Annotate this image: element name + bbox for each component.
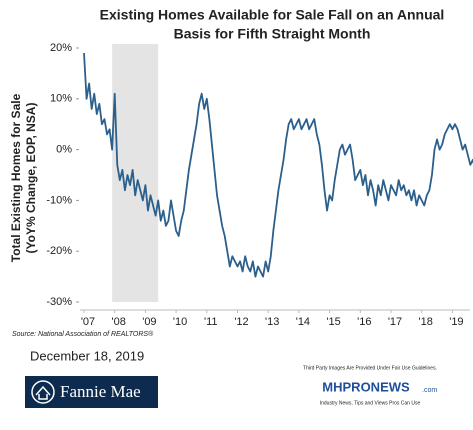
x-tick-label: '12 bbox=[234, 316, 248, 328]
chart-title: Basis for Fifth Straight Month bbox=[174, 26, 371, 42]
x-tick-label: '13 bbox=[265, 316, 279, 328]
y-tick-label: -20% bbox=[46, 245, 72, 257]
watermark-domain: .com bbox=[422, 387, 437, 394]
recession-shade bbox=[112, 44, 159, 302]
x-tick-label: '10 bbox=[173, 316, 187, 328]
y-tick-label: -30% bbox=[46, 296, 72, 308]
y-axis-label: (YoY% Change, EOP, NSA) bbox=[24, 103, 38, 254]
y-axis-label: Total Existing Homes for Sale bbox=[9, 93, 23, 262]
x-tick-label: '19 bbox=[449, 316, 463, 328]
x-tick-label: '11 bbox=[204, 316, 218, 328]
y-tick-label: 20% bbox=[50, 42, 72, 54]
watermark: Third Party Images Are Provided Under Fa… bbox=[303, 365, 437, 406]
fannie-mae-logo: Fannie Mae bbox=[25, 376, 158, 408]
x-tick-label: '17 bbox=[388, 316, 402, 328]
chart-title: Existing Homes Available for Sale Fall o… bbox=[100, 7, 445, 23]
watermark-tagline: Industry News, Tips and Views Pros Can U… bbox=[320, 400, 421, 406]
x-tick-label: '14 bbox=[296, 316, 310, 328]
x-tick-label: '08 bbox=[112, 316, 126, 328]
logo-house bbox=[35, 385, 51, 400]
y-tick-label: 10% bbox=[50, 93, 72, 105]
source: Source: National Association of REALTORS… bbox=[12, 330, 154, 338]
x-tick-label: '09 bbox=[142, 316, 156, 328]
y-tick-label: -10% bbox=[46, 194, 72, 206]
logo-text: Fannie Mae bbox=[60, 382, 141, 401]
x-tick-label: '07 bbox=[81, 316, 95, 328]
watermark-note: Third Party Images Are Provided Under Fa… bbox=[303, 365, 437, 371]
date: December 18, 2019 bbox=[30, 348, 144, 363]
logo-icon bbox=[31, 380, 55, 404]
watermark-brand: MHPRONEWS bbox=[322, 379, 410, 394]
data-line bbox=[83, 53, 473, 278]
x-tick-label: '18 bbox=[419, 316, 433, 328]
y-tick-label: 0% bbox=[56, 144, 72, 156]
x-tick-label: '16 bbox=[357, 316, 371, 328]
x-tick-label: '15 bbox=[326, 316, 340, 328]
